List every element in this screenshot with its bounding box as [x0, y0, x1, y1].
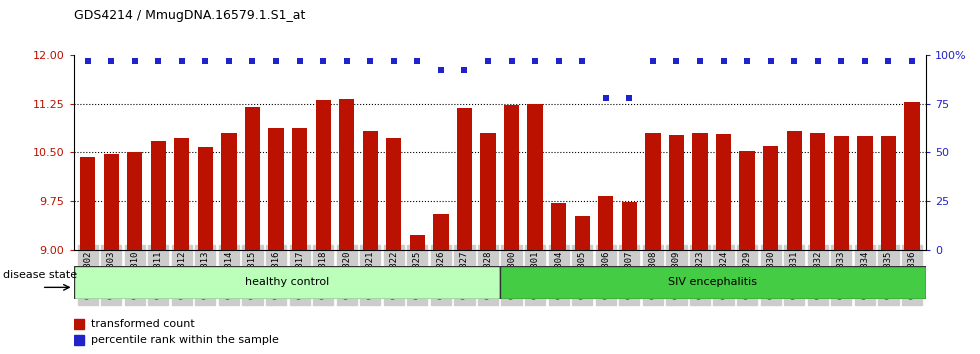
Text: healthy control: healthy control: [245, 277, 328, 287]
Bar: [621, 202, 637, 250]
Point: [527, 58, 543, 64]
Bar: [174, 138, 189, 250]
Point: [739, 58, 755, 64]
Point: [905, 58, 920, 64]
Bar: [881, 136, 896, 250]
Bar: [810, 133, 825, 250]
Text: GDS4214 / MmugDNA.16579.1.S1_at: GDS4214 / MmugDNA.16579.1.S1_at: [74, 9, 305, 22]
Bar: [668, 135, 684, 250]
Point: [103, 58, 119, 64]
Point: [504, 58, 519, 64]
Point: [174, 58, 190, 64]
Bar: [457, 108, 472, 250]
Point: [151, 58, 167, 64]
Point: [433, 68, 449, 73]
Point: [292, 58, 308, 64]
Bar: [574, 216, 590, 250]
Point: [198, 58, 214, 64]
Point: [386, 58, 402, 64]
Bar: [433, 214, 449, 250]
Point: [363, 58, 378, 64]
Point: [574, 58, 590, 64]
Point: [221, 58, 237, 64]
Bar: [339, 99, 355, 250]
Bar: [527, 104, 543, 250]
Point: [79, 58, 95, 64]
Point: [126, 58, 142, 64]
Bar: [74, 266, 500, 299]
Point: [786, 58, 802, 64]
Text: percentile rank within the sample: percentile rank within the sample: [91, 335, 278, 345]
Bar: [316, 100, 331, 250]
Point: [858, 58, 873, 64]
Point: [598, 95, 613, 101]
Bar: [410, 235, 425, 250]
Point: [645, 58, 661, 64]
Bar: [292, 128, 308, 250]
Bar: [104, 154, 119, 250]
Point: [621, 95, 637, 101]
Bar: [480, 133, 496, 250]
Bar: [74, 335, 84, 345]
Bar: [763, 146, 778, 250]
Bar: [598, 196, 613, 250]
Bar: [740, 151, 755, 250]
Bar: [858, 136, 872, 250]
Point: [480, 58, 496, 64]
Point: [833, 58, 849, 64]
Text: SIV encephalitis: SIV encephalitis: [668, 277, 758, 287]
Point: [762, 58, 778, 64]
Point: [339, 58, 355, 64]
Point: [881, 58, 897, 64]
Bar: [151, 141, 166, 250]
Point: [316, 58, 331, 64]
Bar: [905, 102, 919, 250]
Bar: [551, 203, 566, 250]
Point: [692, 58, 708, 64]
Point: [715, 58, 731, 64]
Bar: [645, 133, 661, 250]
Bar: [221, 133, 236, 250]
Bar: [80, 158, 95, 250]
Point: [809, 58, 825, 64]
Bar: [127, 152, 142, 250]
Point: [668, 58, 684, 64]
Bar: [245, 107, 260, 250]
Point: [551, 58, 566, 64]
Text: transformed count: transformed count: [91, 319, 194, 329]
Point: [269, 58, 284, 64]
Bar: [834, 136, 849, 250]
Bar: [74, 319, 84, 329]
Bar: [269, 127, 283, 250]
Bar: [363, 131, 378, 250]
Bar: [386, 138, 402, 250]
Bar: [716, 134, 731, 250]
Point: [410, 58, 425, 64]
Bar: [787, 131, 802, 250]
Point: [245, 58, 261, 64]
Bar: [504, 105, 519, 250]
Bar: [198, 147, 213, 250]
Bar: [692, 133, 708, 250]
Text: disease state: disease state: [3, 270, 77, 280]
Point: [457, 68, 472, 73]
Bar: [500, 266, 926, 299]
